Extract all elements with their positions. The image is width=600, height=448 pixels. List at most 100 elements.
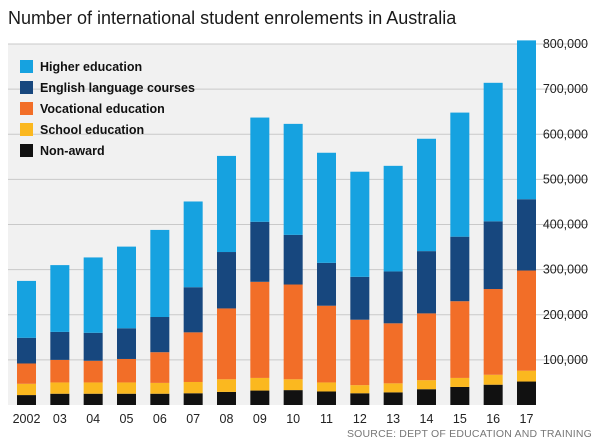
y-tick-label: 400,000 — [543, 218, 588, 232]
bar-segment — [350, 393, 370, 405]
bar-segment — [117, 382, 136, 394]
bar-segment — [383, 165, 403, 272]
legend-swatch — [20, 102, 33, 115]
x-tick-label: 12 — [353, 412, 367, 426]
bar-segment — [517, 270, 536, 371]
bar-segment — [250, 390, 270, 405]
y-tick-label: 700,000 — [543, 82, 588, 96]
bar-segment — [250, 377, 270, 391]
bar-segment — [250, 281, 270, 378]
x-tick-label: 03 — [53, 412, 67, 426]
x-tick-label: 15 — [453, 412, 467, 426]
x-tick-label: 07 — [186, 412, 200, 426]
bar-segment — [83, 393, 103, 405]
y-tick-label: 600,000 — [543, 127, 588, 141]
bar-segment — [350, 171, 370, 277]
bar-segment — [350, 276, 370, 320]
bar-segment — [450, 236, 470, 302]
bar-segment — [417, 138, 436, 252]
bar-segment — [117, 393, 136, 405]
bar-segment — [283, 234, 303, 285]
legend-label: English language courses — [40, 81, 195, 95]
bar-segment — [217, 308, 236, 380]
bar-segment — [50, 265, 70, 332]
bar-segment — [183, 381, 203, 394]
bar-segment — [83, 332, 103, 361]
chart-title: Number of international student enroleme… — [8, 8, 457, 28]
bar-segment — [317, 382, 336, 392]
y-axis-labels: 100,000 200,000 300,000 400,000 500,000 600,0… — [543, 37, 588, 367]
bar-segment — [317, 391, 336, 405]
legend-swatch — [20, 144, 33, 157]
x-tick-label: 08 — [220, 412, 234, 426]
bar-segment — [217, 379, 236, 392]
bar-segment — [150, 229, 170, 318]
bars — [17, 40, 536, 405]
bar-segment — [417, 313, 436, 381]
x-tick-label: 14 — [420, 412, 434, 426]
bar-segment — [217, 155, 236, 253]
bar-segment — [383, 271, 403, 324]
bar-segment — [450, 112, 470, 237]
bar-segment — [483, 82, 503, 222]
bar-segment — [183, 393, 203, 405]
bar-segment — [117, 246, 136, 329]
y-tick-label: 800,000 — [543, 37, 588, 51]
bar-segment — [517, 40, 536, 200]
bar-segment — [50, 359, 70, 383]
bar-segment — [250, 117, 270, 222]
bar-segment — [350, 319, 370, 386]
bar-segment — [183, 201, 203, 288]
bar-segment — [150, 317, 170, 353]
y-tick-label: 500,000 — [543, 172, 588, 186]
x-tick-label: 13 — [386, 412, 400, 426]
legend-swatch — [20, 60, 33, 73]
bar-segment — [150, 352, 170, 383]
bar-segment — [117, 328, 136, 359]
legend-label: Higher education — [40, 60, 142, 74]
y-tick-label: 100,000 — [543, 353, 588, 367]
y-tick-label: 200,000 — [543, 308, 588, 322]
x-tick-label: 16 — [486, 412, 500, 426]
bar-segment — [17, 383, 36, 396]
legend-label: School education — [40, 123, 144, 137]
bar-segment — [283, 379, 303, 391]
bar-segment — [183, 287, 203, 333]
x-tick-label: 09 — [253, 412, 267, 426]
x-tick-label: 2002 — [13, 412, 41, 426]
bar-segment — [283, 390, 303, 405]
bar-segment — [517, 381, 536, 405]
bar-segment — [217, 391, 236, 405]
bar-segment — [83, 382, 103, 394]
x-tick-label: 04 — [86, 412, 100, 426]
bar-segment — [450, 377, 470, 387]
legend-swatch — [20, 81, 33, 94]
x-tick-label: 06 — [153, 412, 167, 426]
y-tick-label: 300,000 — [543, 263, 588, 277]
bar-segment — [250, 221, 270, 282]
bar-segment — [283, 123, 303, 235]
bar-segment — [317, 262, 336, 306]
bar-segment — [383, 392, 403, 405]
bar-segment — [183, 332, 203, 382]
bar-segment — [283, 284, 303, 380]
bar-segment — [17, 280, 36, 338]
bar-segment — [350, 385, 370, 394]
bar-segment — [150, 382, 170, 394]
legend-swatch — [20, 123, 33, 136]
x-tick-label: 11 — [320, 412, 333, 426]
bar-segment — [517, 199, 536, 271]
bar-segment — [383, 383, 403, 393]
bar-segment — [483, 289, 503, 375]
bar-segment — [317, 152, 336, 263]
bar-segment — [317, 305, 336, 383]
bar-segment — [417, 389, 436, 405]
bar-segment — [417, 251, 436, 314]
bar-segment — [483, 221, 503, 290]
bar-segment — [17, 395, 36, 405]
bar-segment — [83, 257, 103, 333]
x-tick-label: 05 — [120, 412, 134, 426]
bar-segment — [383, 323, 403, 384]
bar-segment — [83, 360, 103, 383]
